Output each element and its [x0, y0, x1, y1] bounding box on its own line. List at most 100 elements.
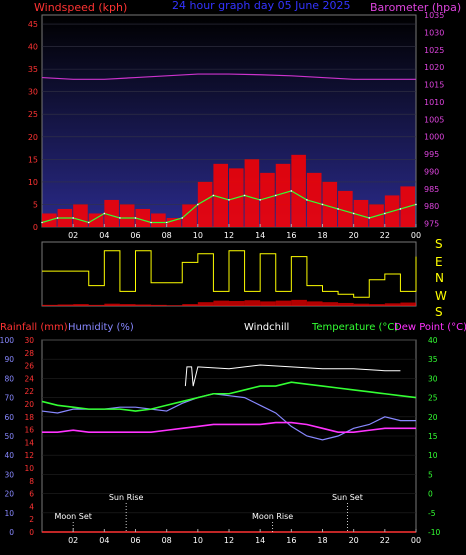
wind-hour-ticks: 02 04 06 08 10 12 14 16 18 20 22 00: [68, 224, 421, 240]
event-label: Sun Set: [332, 493, 363, 502]
hour-tick-label: 08: [162, 231, 172, 240]
wind-point: [415, 203, 417, 206]
wind-point: [384, 212, 386, 215]
temperature-tick-label: 15: [428, 432, 438, 441]
direction-strength-bar: [182, 304, 198, 306]
direction-strength-bar: [229, 301, 245, 306]
direction-strength-bar: [275, 300, 292, 306]
barometer-line: [41, 73, 416, 80]
barometer-tick-label: 1000: [424, 133, 444, 142]
gust-bar: [182, 204, 197, 227]
wind-point: [290, 190, 293, 192]
direction-strength-bar: [57, 304, 74, 306]
hour-tick-label: 12: [224, 536, 234, 545]
rainfall-axis-label: Rainfall (mm): [0, 322, 68, 333]
chart-title: 24 hour graph day 05 June 2025: [172, 0, 351, 12]
rainfall-tick-label: 24: [24, 374, 34, 383]
wind-point: [399, 208, 402, 210]
wind-point: [228, 199, 230, 201]
hour-tick-label: 02: [68, 231, 78, 240]
compass-label: W: [435, 289, 447, 303]
windspeed-tick-label: 10: [28, 178, 38, 187]
humidity-tick-label: 20: [4, 490, 14, 499]
direction-strength-bar: [369, 304, 385, 306]
direction-series: [42, 250, 417, 306]
windspeed-tick-label: 15: [28, 155, 38, 164]
barometer-tick-label: 1005: [424, 115, 444, 124]
humidity-tick-label: 80: [4, 374, 14, 383]
barometer-tick-label: 1025: [424, 46, 444, 55]
barometer-tick-label: 975: [424, 220, 439, 229]
gust-bar: [197, 181, 213, 227]
event-label: Moon Set: [54, 512, 91, 521]
hour-tick-label: 00: [411, 536, 421, 545]
wind-point: [197, 203, 199, 206]
rainfall-tick-label: 0: [29, 528, 34, 537]
dewpoint-axis-label: Dew Point (°C): [394, 322, 466, 333]
direction-strength-bar: [353, 303, 370, 306]
hour-tick-label: 04: [99, 231, 109, 240]
hour-tick-label: 22: [380, 536, 390, 545]
temperature-tick-label: 5: [428, 470, 433, 479]
event-label: Sun Rise: [109, 493, 144, 502]
temperature-axis-label: Temperature (°C): [311, 322, 398, 333]
wind-point: [274, 194, 277, 197]
gust-bar: [104, 199, 119, 227]
rainfall-tick-label: 14: [24, 438, 34, 447]
rainfall-tick-label: 30: [24, 336, 34, 345]
barometer-tick-label: 1030: [424, 28, 444, 37]
wind-point: [56, 217, 59, 219]
barometer-tick-label: 1010: [424, 98, 444, 107]
humidity-tick-label: 70: [4, 394, 14, 403]
hour-tick-label: 02: [68, 536, 78, 545]
temperature-tick-label: 20: [428, 413, 438, 422]
barometer-axis-label: Barometer (hpa): [370, 1, 461, 14]
rainfall-tick-label: 2: [29, 515, 34, 524]
temperature-tick-label: 40: [428, 336, 438, 345]
wind-point: [165, 221, 168, 224]
temperature-hour-ticks: 02 04 06 08 10 12 14 16 18 20 22 00: [68, 529, 421, 545]
hour-tick-label: 14: [255, 536, 265, 545]
gust-bar: [306, 172, 322, 227]
compass-label: E: [435, 255, 443, 269]
direction-strength-bar: [260, 301, 276, 306]
direction-strength-bar: [213, 300, 229, 306]
compass-label: S: [435, 305, 443, 319]
hour-tick-label: 10: [193, 536, 203, 545]
hour-tick-label: 08: [162, 536, 172, 545]
direction-strength-bar: [104, 303, 120, 306]
barometer-tick-label: 995: [424, 150, 439, 159]
humidity-tick-label: 40: [4, 451, 14, 460]
barometer-tick-label: 1020: [424, 63, 444, 72]
windspeed-axis-label: Windspeed (kph): [34, 1, 127, 14]
rainfall-tick-label: 10: [24, 464, 34, 473]
temperature-tick-label: -5: [428, 509, 436, 518]
direction-strength-bar: [306, 301, 323, 306]
humidity-tick-label: 50: [4, 432, 14, 441]
windspeed-tick-label: 30: [28, 88, 38, 97]
temperature-grid: [42, 339, 416, 533]
wind-point: [150, 221, 152, 224]
rainfall-tick-label: 26: [24, 362, 34, 371]
wind-point: [41, 221, 43, 224]
direction-strength-bar: [42, 304, 58, 306]
gust-bar: [244, 159, 260, 227]
rainfall-tick-label: 8: [29, 477, 34, 486]
barometer-tick-label: 1035: [424, 11, 444, 20]
gust-bar: [166, 217, 182, 227]
wind-point: [87, 221, 90, 224]
rainfall-tick-label: 18: [24, 413, 34, 422]
barometer-tick-label: 985: [424, 185, 439, 194]
direction-strength-bar: [291, 299, 307, 306]
compass-labels: S E N W S: [435, 237, 447, 319]
humidity-axis-label: Humidity (%): [68, 322, 134, 333]
direction-strength-bar: [338, 302, 354, 306]
hour-tick-label: 06: [130, 231, 140, 240]
barometer-ticks: 975 980 985 990 995 1000 1005 1010 1015 1020 1025 1…: [424, 11, 444, 229]
rainfall-tick-label: 22: [24, 387, 34, 396]
gust-bar: [135, 208, 151, 227]
temperature-tick-label: 10: [428, 451, 438, 460]
windspeed-ticks: 0 5 10 15 20 25 30 35 40 45: [28, 20, 38, 232]
wind-point: [321, 203, 324, 206]
windspeed-tick-label: 0: [33, 223, 38, 232]
